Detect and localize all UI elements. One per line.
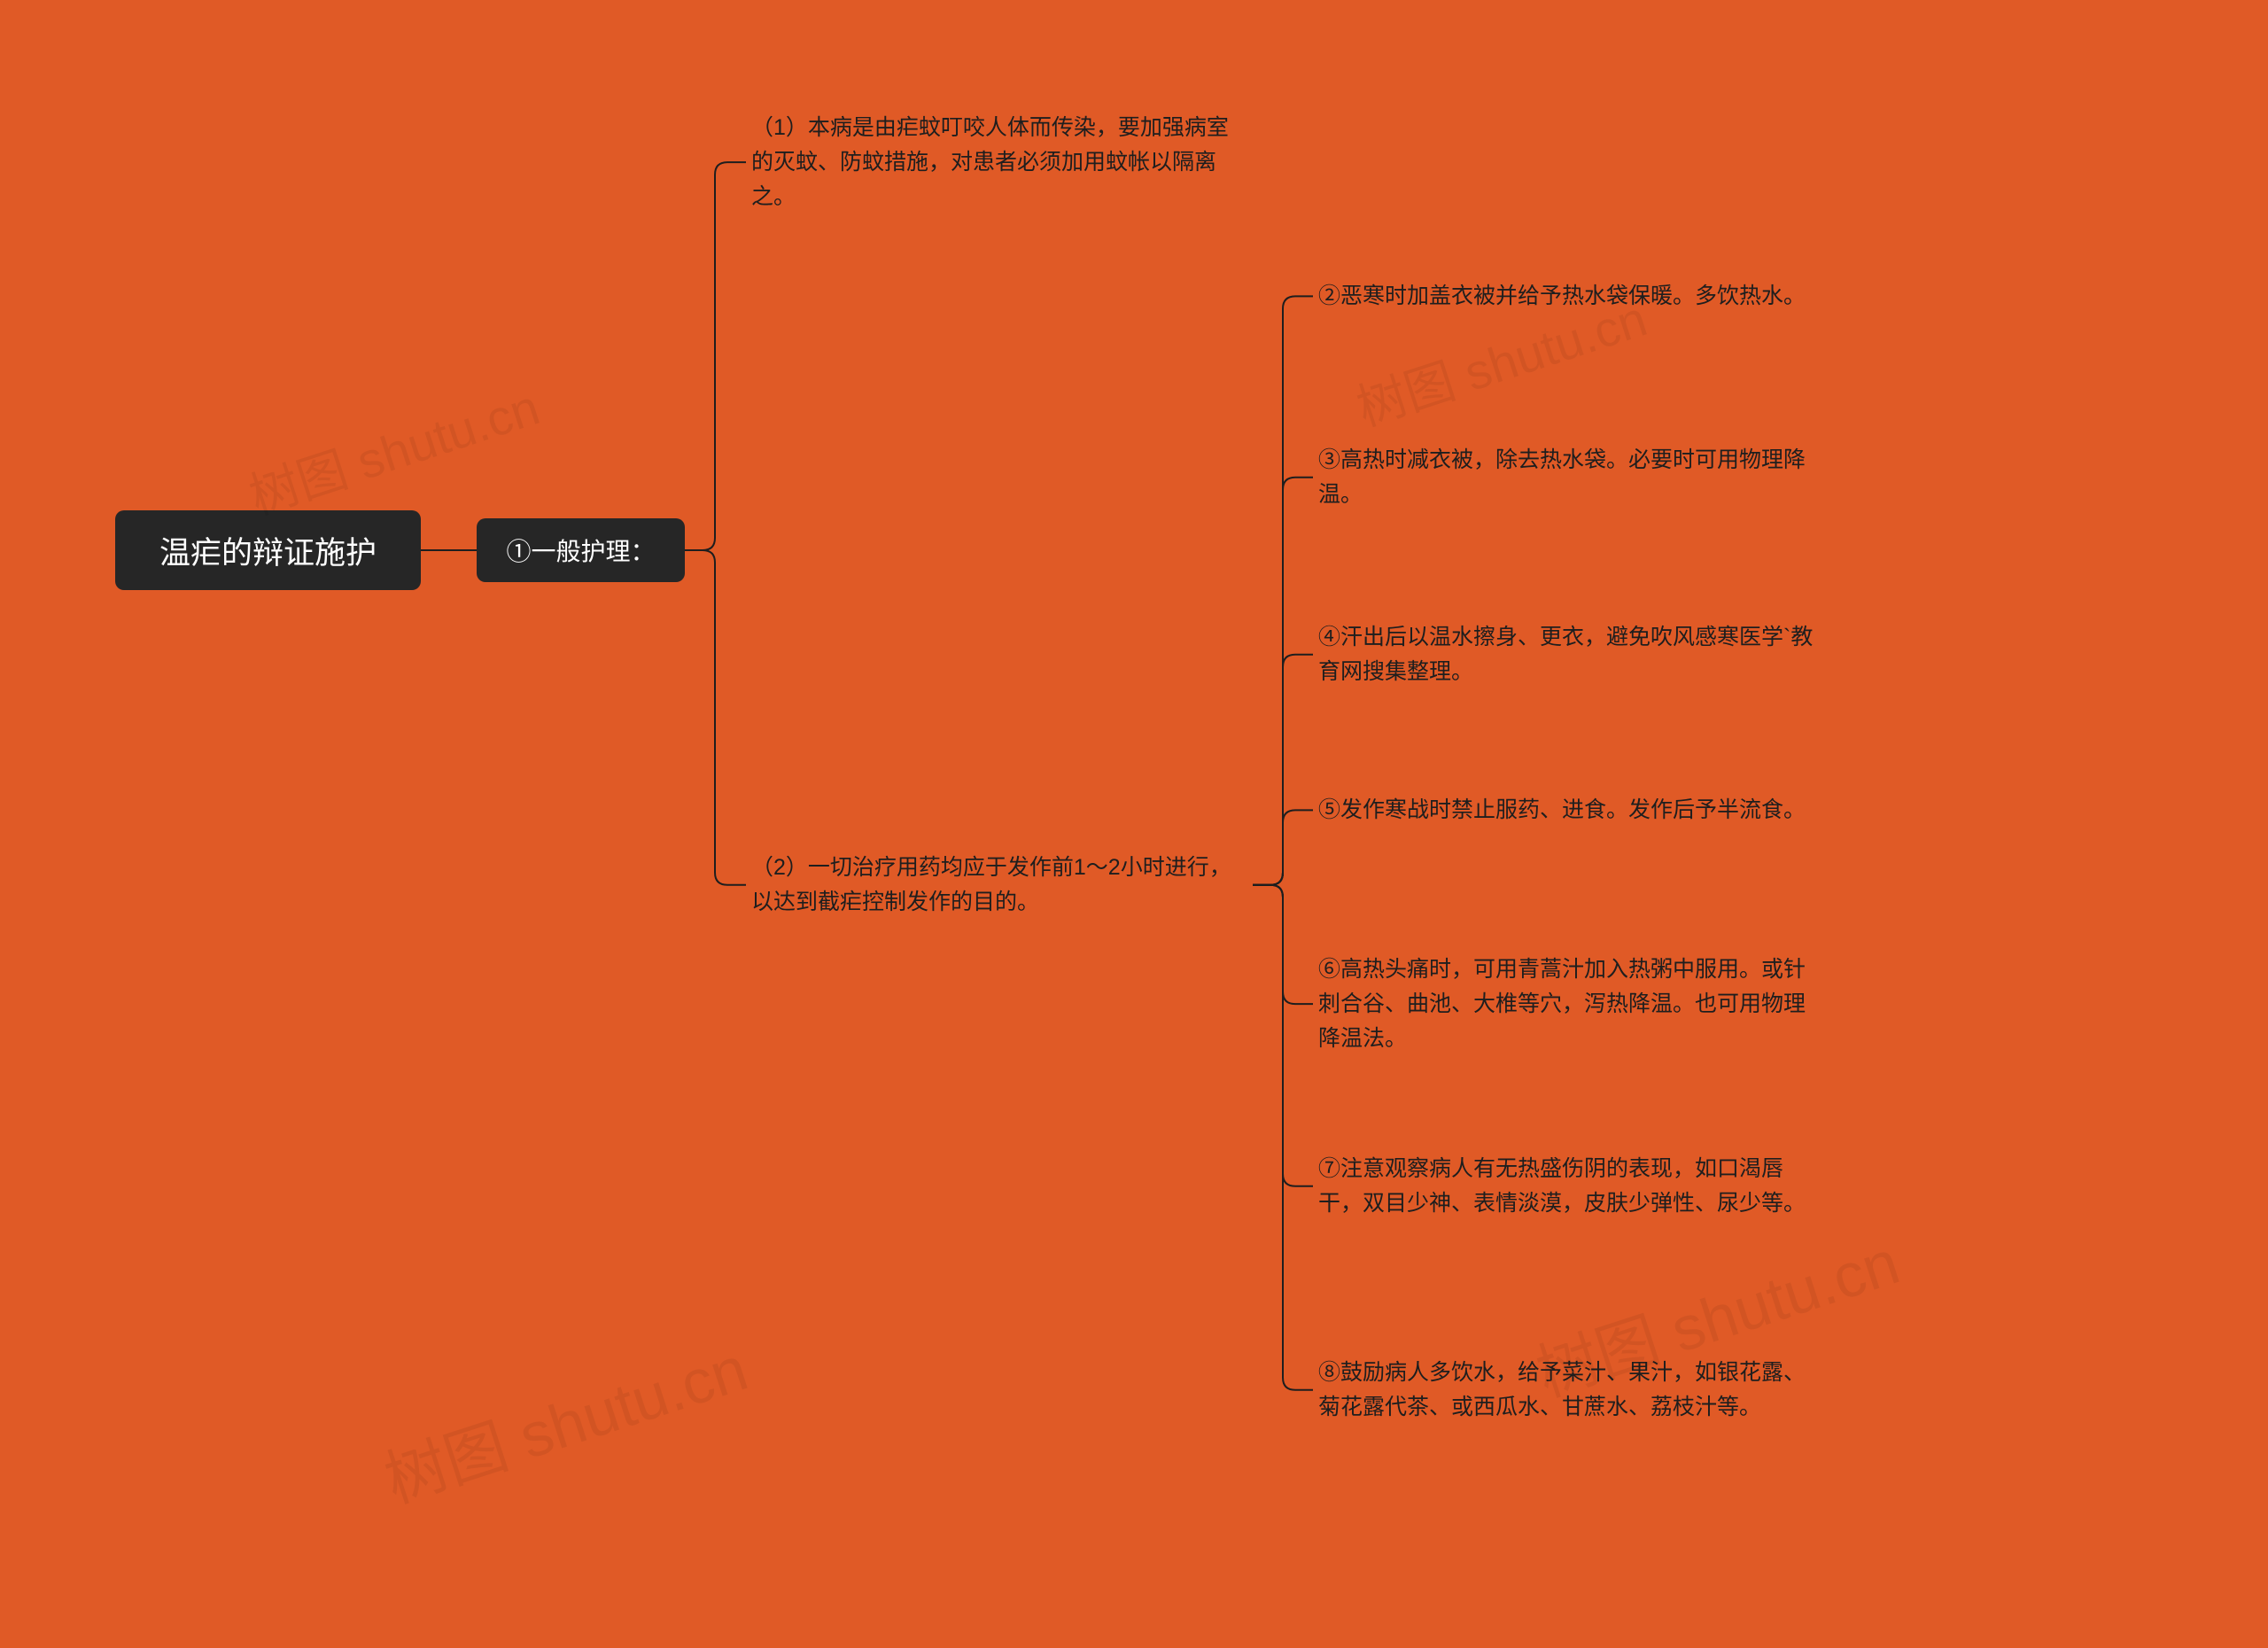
level3-node-6: ⑧鼓励病人多饮水，给予菜汁、果汁，如银花露、菊花露代茶、或西瓜水、甘蔗水、荔枝汁…: [1318, 1356, 1814, 1425]
level1-node: ①一般护理：: [477, 518, 685, 582]
level3-node-1: ③高热时减衣被，除去热水袋。必要时可用物理降温。: [1318, 443, 1814, 512]
mindmap-canvas: 温疟的辩证施护 ①一般护理： （1）本病是由疟蚊叮咬人体而传染，要加强病室的灭蚊…: [0, 0, 2268, 1648]
level3-node-0: ②恶寒时加盖衣被并给予热水袋保暖。多饮热水。: [1318, 279, 1814, 314]
level2-node-1: （2）一切治疗用药均应于发作前1～2小时进行，以达到截疟控制发作的目的。: [751, 851, 1247, 920]
level2-node-0: （1）本病是由疟蚊叮咬人体而传染，要加强病室的灭蚊、防蚊措施，对患者必须加用蚊帐…: [751, 111, 1247, 214]
watermark: 树图 shutu.cn: [239, 368, 548, 529]
connector-layer: [0, 0, 2268, 1648]
level1-label: ①一般护理：: [506, 532, 655, 568]
root-label: 温疟的辩证施护: [159, 528, 377, 573]
level3-node-4: ⑥高热头痛时，可用青蒿汁加入热粥中服用。或针刺合谷、曲池、大椎等穴，泻热降温。也…: [1318, 952, 1814, 1055]
root-node: 温疟的辩证施护: [115, 510, 421, 590]
watermark: 树图 shutu.cn: [372, 1319, 757, 1520]
level3-node-2: ④汗出后以温水擦身、更衣，避免吹风感寒医学`教育网搜集整理。: [1318, 620, 1814, 689]
level3-node-3: ⑤发作寒战时禁止服药、进食。发作后予半流食。: [1318, 793, 1814, 828]
level3-node-5: ⑦注意观察病人有无热盛伤阴的表现，如口渴唇干，双目少神、表情淡漠，皮肤少弹性、尿…: [1318, 1152, 1814, 1221]
